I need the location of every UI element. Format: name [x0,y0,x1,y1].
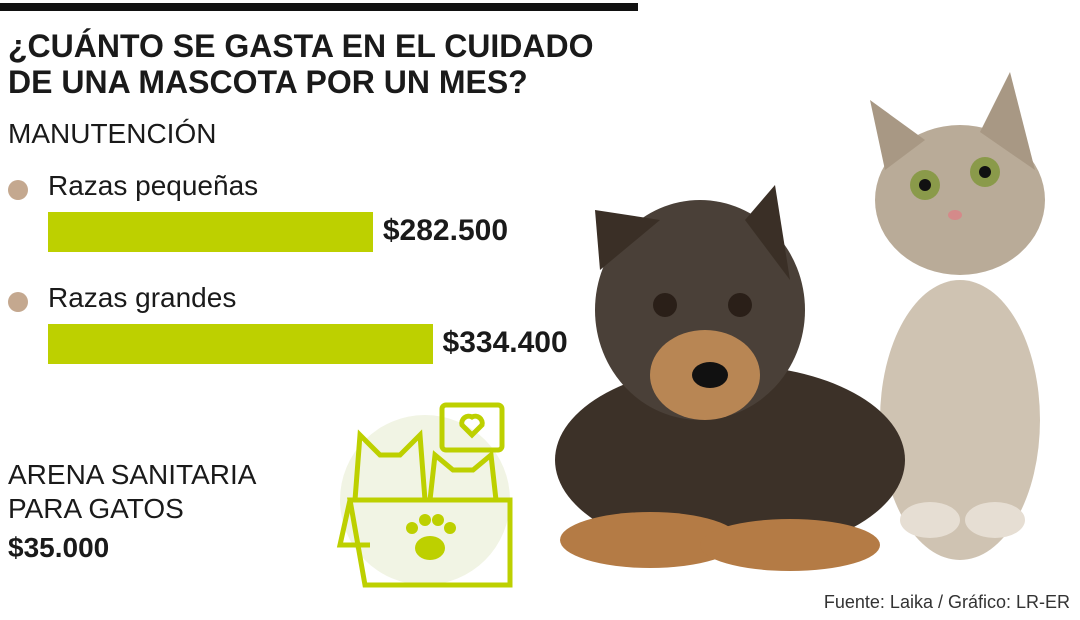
bar [48,212,373,252]
cat-nose [948,210,962,220]
dog-eye [653,293,677,317]
chart-title: ¿CUÁNTO SE GASTA EN EL CUIDADO DE UNA MA… [8,28,594,100]
annotation-value: $35.000 [8,532,110,563]
source-note: Fuente: Laika / Gráfico: LR-ER [823,592,1070,612]
annotation-label: ARENA SANITARIA PARA GATOS [8,459,255,524]
cat-paw [900,502,960,538]
cat-pupil [919,179,931,191]
dog-body [555,365,905,555]
cat-pupil [979,166,991,178]
dog-leg [700,519,880,571]
dog-leg [560,512,740,568]
dog-ear [595,210,660,270]
cat-paw [965,502,1025,538]
paw-print [406,514,456,560]
chart-subtitle: MANUTENCIÓN [8,118,217,149]
icon-lines [336,402,513,588]
pets-illustration [555,72,1045,571]
cat-body [880,280,1040,560]
category-label: Razas pequeñas [48,170,259,201]
cat-ear [870,100,925,170]
dog-nose [692,362,728,388]
category-label: Razas grandes [48,282,237,313]
legend-bullet [8,180,28,200]
box-icon [336,402,513,588]
legend-bullet [8,292,28,312]
top-rule [0,3,638,11]
bar [48,324,433,364]
value-label: $334.400 [442,326,568,359]
cat-ear [980,72,1035,170]
cat-head [875,125,1045,275]
dog-eye [728,293,752,317]
dog-ear [745,185,790,280]
value-label: $282.500 [382,214,509,247]
